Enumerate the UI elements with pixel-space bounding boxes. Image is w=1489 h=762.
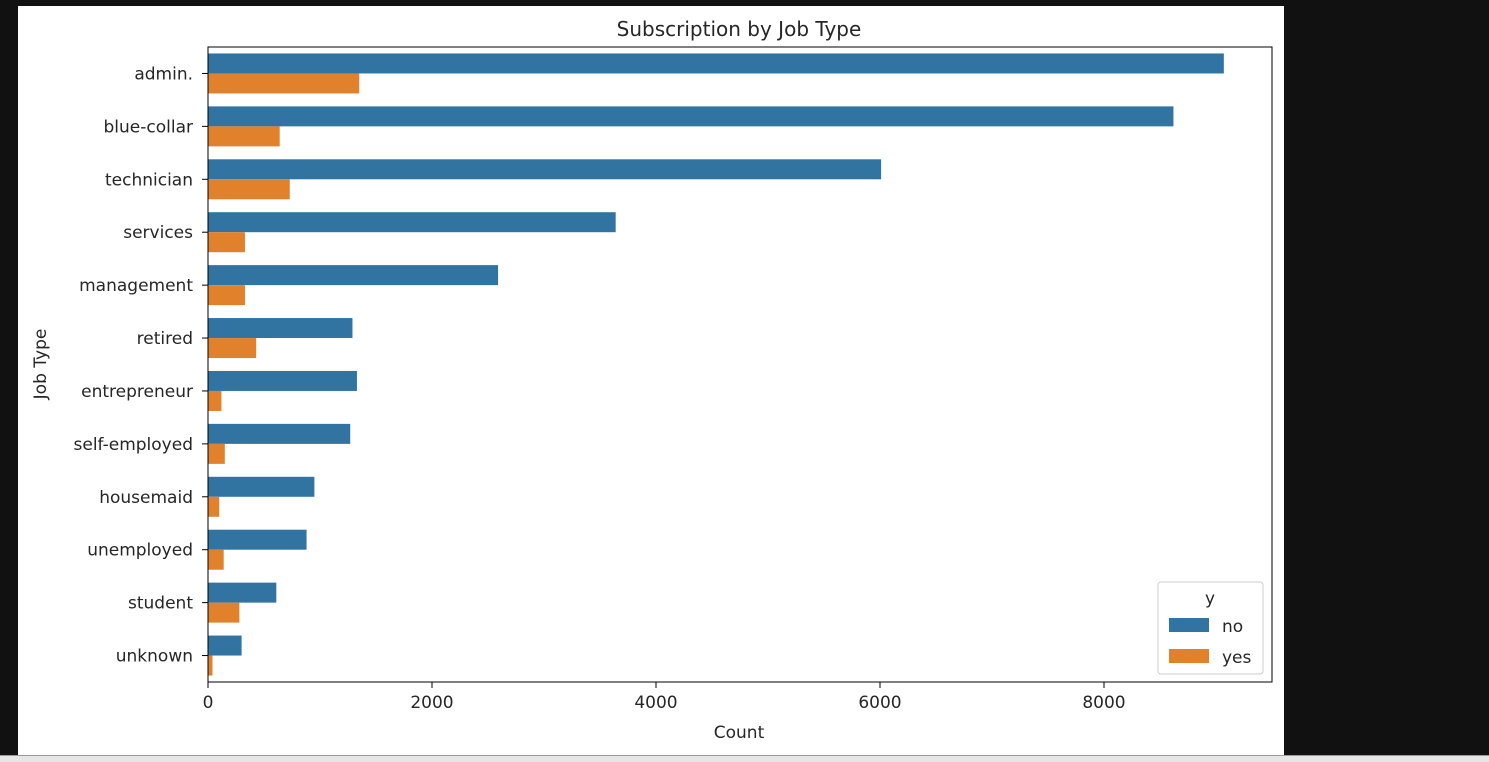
bar-blue-collar-yes <box>208 126 280 147</box>
legend-title: y <box>1205 589 1215 609</box>
x-axis-label: Count <box>714 723 765 743</box>
bar-services-yes <box>208 232 245 253</box>
bar-blue-collar-no <box>208 106 1174 127</box>
legend-label-no: no <box>1222 617 1243 637</box>
y-axis-label: Job Type <box>31 329 51 401</box>
bar-student-no <box>208 582 277 603</box>
bar-unknown-no <box>208 635 242 656</box>
bar-admin-yes <box>208 73 360 94</box>
bar-housemaid-yes <box>208 496 220 517</box>
bar-unemployed-yes <box>208 549 224 570</box>
x-tick-label-2000: 2000 <box>410 693 453 713</box>
bar-admin-no <box>208 53 1224 74</box>
bar-self-employed-no <box>208 423 351 444</box>
chart-figure: Subscription by Job Type admin. blue-coll… <box>18 6 1284 755</box>
y-tick-label-unemployed: unemployed <box>87 541 193 561</box>
bar-management-no <box>208 265 499 286</box>
bars-group <box>208 53 1224 676</box>
bar-retired-no <box>208 318 353 339</box>
bar-student-yes <box>208 602 240 623</box>
x-tick-label-8000: 8000 <box>1082 693 1125 713</box>
y-tick-label-entrepreneur: entrepreneur <box>81 382 193 402</box>
y-tick-group: admin. blue-collar technician services manag… <box>74 64 208 667</box>
bar-services-no <box>208 212 616 233</box>
plot-frame <box>207 46 1273 683</box>
bar-housemaid-no <box>208 476 315 497</box>
x-tick-group: 0 2000 4000 6000 8000 <box>203 682 1126 713</box>
chart-title: Subscription by Job Type <box>617 17 862 41</box>
y-tick-label-blue-collar: blue-collar <box>104 117 193 137</box>
y-tick-label-management: management <box>79 276 193 296</box>
bar-technician-yes <box>208 179 290 200</box>
legend-swatch-no <box>1169 618 1209 632</box>
bar-unknown-yes <box>208 655 213 676</box>
x-tick-label-4000: 4000 <box>634 693 677 713</box>
y-tick-label-retired: retired <box>137 329 193 349</box>
x-tick-label-0: 0 <box>203 693 214 713</box>
bar-entrepreneur-no <box>208 370 357 391</box>
bar-unemployed-no <box>208 529 307 550</box>
x-tick-label-6000: 6000 <box>858 693 901 713</box>
y-tick-label-services: services <box>123 223 193 243</box>
legend: y no yes <box>1157 581 1264 675</box>
y-tick-label-unknown: unknown <box>116 647 193 667</box>
bar-management-yes <box>208 285 245 306</box>
bar-retired-yes <box>208 338 257 359</box>
bar-self-employed-yes <box>208 443 225 464</box>
y-tick-label-housemaid: housemaid <box>99 488 193 508</box>
window-bottom-edge <box>0 755 1489 762</box>
bar-entrepreneur-yes <box>208 390 222 411</box>
y-tick-label-technician: technician <box>105 170 193 190</box>
legend-swatch-yes <box>1169 649 1209 663</box>
y-tick-label-admin: admin. <box>134 64 193 84</box>
legend-label-yes: yes <box>1222 648 1252 668</box>
bar-technician-no <box>208 159 882 180</box>
y-tick-label-student: student <box>128 594 193 614</box>
y-tick-label-self-employed: self-employed <box>74 435 193 455</box>
chart-svg: Subscription by Job Type admin. blue-coll… <box>31 17 1273 743</box>
